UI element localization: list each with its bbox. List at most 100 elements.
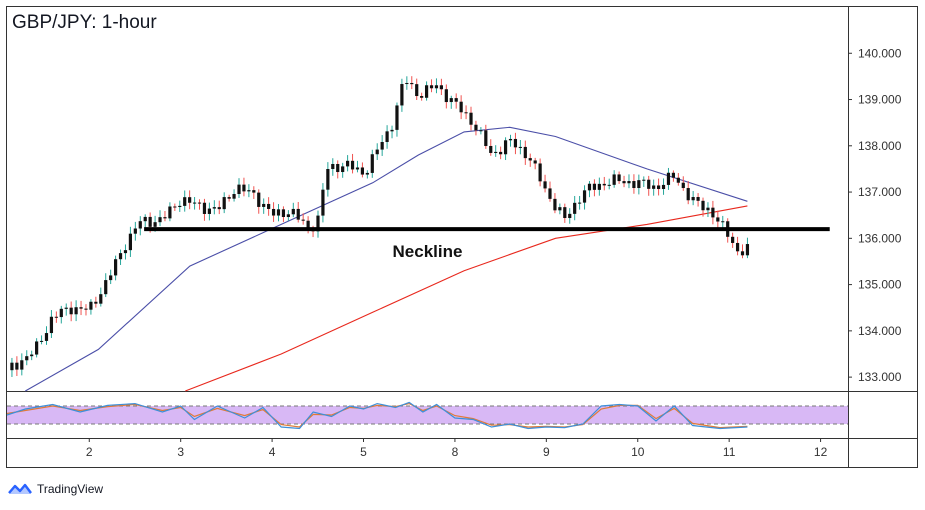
candle-body [49, 316, 54, 334]
candle-body [104, 280, 108, 295]
candle-body [271, 208, 276, 216]
candle-body [192, 202, 197, 204]
y-axis: 133.000 134.000 135.000 136.000 137.000 138.0… [848, 46, 902, 384]
candle-body [143, 216, 147, 222]
candle-body [54, 316, 58, 318]
candle-body [701, 200, 705, 211]
candle-body [113, 259, 118, 276]
candle-body [390, 129, 394, 132]
candle-body [474, 124, 478, 131]
candle-body [731, 236, 735, 243]
candle-body [202, 202, 207, 214]
candle-body [15, 362, 19, 370]
candle-body [637, 180, 641, 189]
candle-body [262, 203, 266, 207]
candle-body [647, 179, 651, 189]
candle-body [79, 307, 83, 309]
candle-body [84, 308, 88, 310]
candle-body [99, 294, 103, 304]
candle-body [395, 105, 399, 130]
candle-body [548, 188, 552, 199]
x-axis: 2 3 4 5 8 9 10 11 12 [86, 438, 828, 459]
candle-body [257, 192, 261, 207]
x-tick-label: 5 [360, 445, 367, 459]
candle-body [696, 197, 700, 201]
candle-body [25, 356, 29, 361]
x-tick-label: 4 [269, 445, 276, 459]
candle-body [578, 202, 582, 204]
candle-body [429, 85, 434, 89]
candle-body [735, 242, 740, 252]
candle-body [627, 181, 631, 184]
candle-body [503, 140, 508, 155]
candle-body [306, 220, 310, 229]
candle-body [573, 202, 577, 214]
y-tick-label: 137.000 [858, 185, 902, 199]
y-tick-label: 138.000 [858, 139, 902, 153]
candle-body [252, 190, 256, 193]
candle-body [405, 82, 409, 85]
x-tick-label: 12 [814, 445, 828, 459]
moving-averages [25, 126, 748, 392]
candle-body [681, 182, 685, 189]
candle-body [59, 308, 63, 318]
candle-body [267, 203, 271, 209]
chart-frame [6, 6, 918, 468]
candle-body [513, 138, 518, 148]
candle-body [622, 181, 626, 184]
candle-body [183, 197, 187, 206]
candle-body [745, 244, 750, 256]
candle-body [612, 174, 616, 185]
candle-body [10, 362, 14, 371]
candle-body [558, 207, 562, 211]
tradingview-logo-icon [8, 483, 32, 494]
candle-body [355, 167, 360, 170]
candle-body [232, 194, 236, 199]
candle-body [479, 130, 483, 132]
candle-body [316, 215, 320, 232]
candle-body [178, 205, 182, 208]
x-tick-label: 2 [86, 445, 93, 459]
candle-body [642, 179, 646, 181]
candle-body [212, 207, 216, 209]
candle-body [518, 146, 522, 148]
candle-body [346, 160, 350, 167]
candle-body [118, 253, 123, 260]
candle-body [276, 209, 281, 216]
x-tick-label: 11 [723, 445, 736, 459]
candle-body [533, 160, 537, 164]
candle-body [434, 85, 439, 89]
candle-body [385, 131, 389, 142]
candle-body [207, 208, 211, 214]
candle-body [331, 163, 335, 169]
candle-body [706, 207, 710, 211]
y-tick-label: 139.000 [858, 93, 902, 107]
candle-body [691, 197, 695, 201]
candle-body [326, 168, 330, 190]
candle-body [301, 219, 305, 221]
neckline-label: Neckline [393, 242, 463, 261]
candle-body [237, 184, 241, 195]
candle-body [321, 189, 325, 216]
y-tick-label: 133.000 [858, 370, 902, 384]
x-tick-label: 3 [177, 445, 184, 459]
candle-body [410, 82, 414, 85]
candle-body [716, 217, 720, 222]
moving-average-line-2 [185, 205, 748, 392]
candle-body [420, 96, 424, 98]
candle-body [89, 301, 93, 310]
tradingview-brand[interactable]: TradingView [8, 479, 103, 499]
candle-body [153, 222, 157, 227]
oscillator-band [7, 406, 848, 424]
candle-body [365, 172, 369, 175]
candle-body [676, 177, 680, 183]
candle-body [553, 198, 557, 211]
candle-body [158, 217, 162, 223]
brand-name: TradingView [37, 482, 104, 496]
candle-body [602, 183, 606, 186]
moving-average-line-1 [25, 126, 748, 392]
candle-body [109, 275, 113, 281]
candle-body [39, 340, 44, 342]
candle-body [563, 207, 567, 219]
